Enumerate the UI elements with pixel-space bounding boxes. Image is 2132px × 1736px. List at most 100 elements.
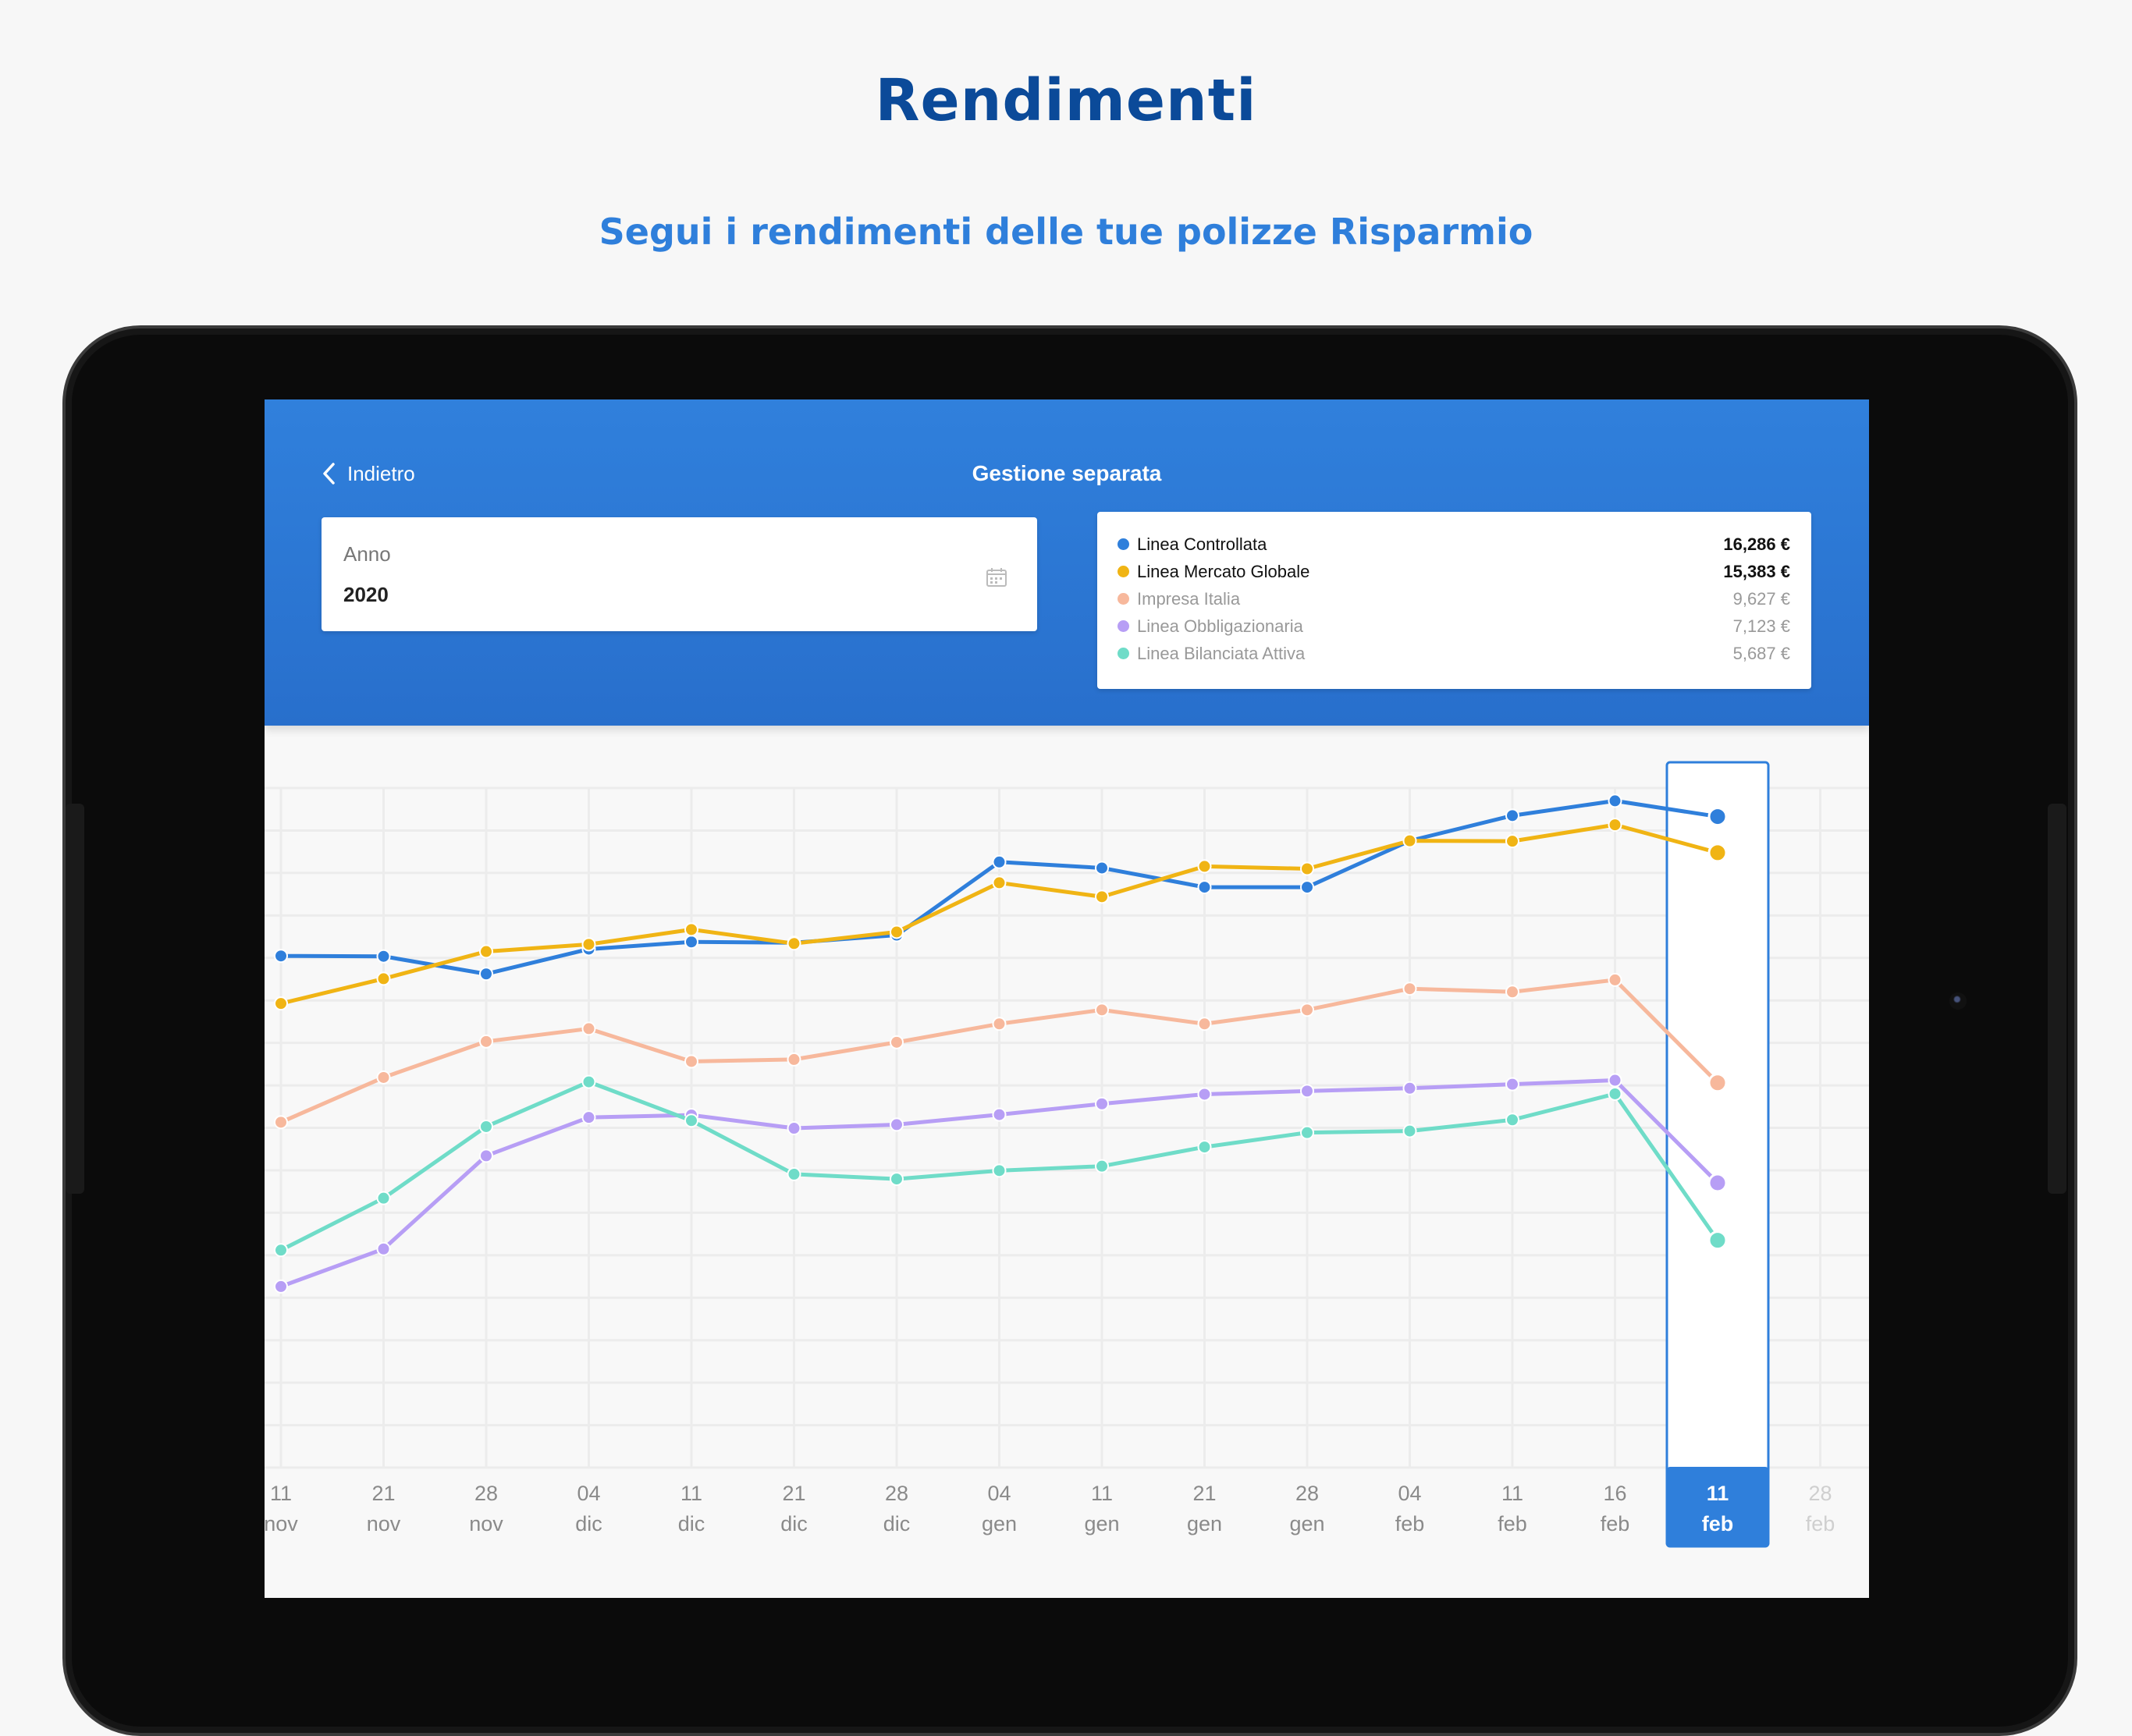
data-point	[479, 1119, 493, 1134]
data-point	[992, 875, 1007, 890]
legend-dot	[1118, 648, 1129, 659]
data-point	[1505, 834, 1519, 849]
data-point	[1197, 1017, 1212, 1031]
x-tick-day: 11	[270, 1482, 292, 1505]
data-point	[376, 971, 391, 986]
x-tick-day: 28	[1808, 1482, 1832, 1505]
x-tick-month: feb	[1806, 1512, 1835, 1535]
data-point	[890, 925, 904, 939]
data-point	[1707, 1173, 1728, 1193]
device-side-button	[66, 804, 84, 1194]
data-point	[1608, 972, 1622, 987]
back-button[interactable]: Indietro	[321, 450, 415, 497]
data-point	[274, 949, 288, 964]
legend-panel: Linea Controllata 16,286 € Linea Mercato…	[1097, 512, 1811, 689]
data-point	[1197, 1087, 1212, 1102]
x-tick-day: 11	[680, 1482, 702, 1505]
data-point	[787, 936, 801, 951]
app-title: Gestione separata	[972, 461, 1162, 485]
legend-item[interactable]: Linea Mercato Globale 15,383 €	[1118, 558, 1790, 585]
data-point	[1197, 880, 1212, 895]
legend-item-name: Linea Bilanciata Attiva	[1137, 643, 1306, 663]
data-point	[479, 967, 493, 982]
data-point	[1707, 1230, 1728, 1251]
app-header: Indietro Gestione separata Anno 2020 Lin…	[265, 399, 1869, 726]
legend-item-name: Impresa Italia	[1137, 588, 1241, 609]
legend-item[interactable]: Linea Controllata 16,286 €	[1118, 531, 1790, 558]
data-point	[992, 1107, 1007, 1122]
legend-item-name: Linea Mercato Globale	[1137, 561, 1310, 581]
data-point	[1095, 889, 1109, 904]
data-point	[1608, 818, 1622, 832]
data-point	[479, 1034, 493, 1049]
x-tick-month: dic	[575, 1512, 602, 1535]
data-point	[1402, 1124, 1417, 1138]
chevron-left-icon	[323, 463, 335, 485]
data-point	[1402, 833, 1417, 848]
data-point	[581, 937, 596, 952]
data-point	[581, 1110, 596, 1125]
page-title: Rendimenti	[875, 67, 1257, 134]
x-tick-month: nov	[265, 1512, 298, 1535]
x-tick-day: 28	[474, 1482, 498, 1505]
legend-item-value: 7,123 €	[1732, 616, 1790, 636]
data-point	[1300, 1125, 1314, 1140]
x-tick-month: gen	[1084, 1512, 1119, 1535]
data-point	[787, 1052, 801, 1067]
selected-date-column	[1665, 761, 1770, 1548]
calendar-icon[interactable]	[986, 566, 1007, 588]
data-point	[1505, 1077, 1519, 1092]
data-point	[1505, 808, 1519, 823]
data-point	[1095, 1159, 1109, 1173]
legend-item-value: 16,286 €	[1723, 534, 1790, 554]
data-point	[1095, 1003, 1109, 1017]
legend-item[interactable]: Linea Bilanciata Attiva 5,687 €	[1118, 640, 1790, 667]
data-point	[274, 996, 288, 1011]
x-tick-month: dic	[678, 1512, 705, 1535]
back-label: Indietro	[347, 461, 415, 485]
x-tick-month: feb	[1498, 1512, 1527, 1535]
legend-dot	[1118, 566, 1129, 577]
data-point	[1608, 793, 1622, 808]
data-point	[1505, 985, 1519, 999]
data-point	[479, 1148, 493, 1163]
data-point	[684, 935, 698, 950]
x-tick-day: 21	[782, 1482, 805, 1505]
page-subtitle: Segui i rendimenti delle tue polizze Ris…	[599, 211, 1533, 253]
data-point	[274, 1243, 288, 1258]
data-point	[890, 1117, 904, 1132]
data-point	[684, 1113, 698, 1128]
data-point	[992, 1017, 1007, 1031]
legend-dot	[1118, 620, 1129, 632]
x-tick-month: gen	[1289, 1512, 1324, 1535]
data-point	[376, 1191, 391, 1205]
x-tick-day: 11	[1091, 1482, 1113, 1505]
legend-item[interactable]: Linea Obbligazionaria 7,123 €	[1118, 612, 1790, 640]
x-tick-month: feb	[1601, 1512, 1630, 1535]
data-point	[1095, 861, 1109, 875]
data-point	[274, 1115, 288, 1130]
data-point	[684, 1054, 698, 1069]
data-point	[274, 1279, 288, 1294]
x-tick-month: feb	[1395, 1512, 1425, 1535]
data-point	[1197, 859, 1212, 874]
data-point	[1300, 861, 1314, 876]
x-tick-month: gen	[1187, 1512, 1222, 1535]
device-side-button	[2048, 804, 2066, 1194]
year-field-label: Anno	[343, 542, 391, 566]
year-field-value: 2020	[343, 583, 389, 606]
legend-item-value: 9,627 €	[1732, 588, 1790, 609]
x-tick-day: 16	[1603, 1482, 1626, 1505]
x-tick-month: feb	[1702, 1512, 1734, 1535]
data-point	[581, 1074, 596, 1089]
legend-item[interactable]: Impresa Italia 9,627 €	[1118, 585, 1790, 612]
data-point	[581, 1021, 596, 1036]
legend-item-name: Linea Controllata	[1137, 534, 1267, 554]
data-point	[890, 1035, 904, 1049]
data-point	[992, 854, 1007, 869]
data-point	[1300, 1003, 1314, 1017]
data-point	[376, 1070, 391, 1085]
data-point	[1300, 1084, 1314, 1099]
year-field[interactable]: Anno 2020	[322, 517, 1037, 631]
data-point	[992, 1163, 1007, 1178]
